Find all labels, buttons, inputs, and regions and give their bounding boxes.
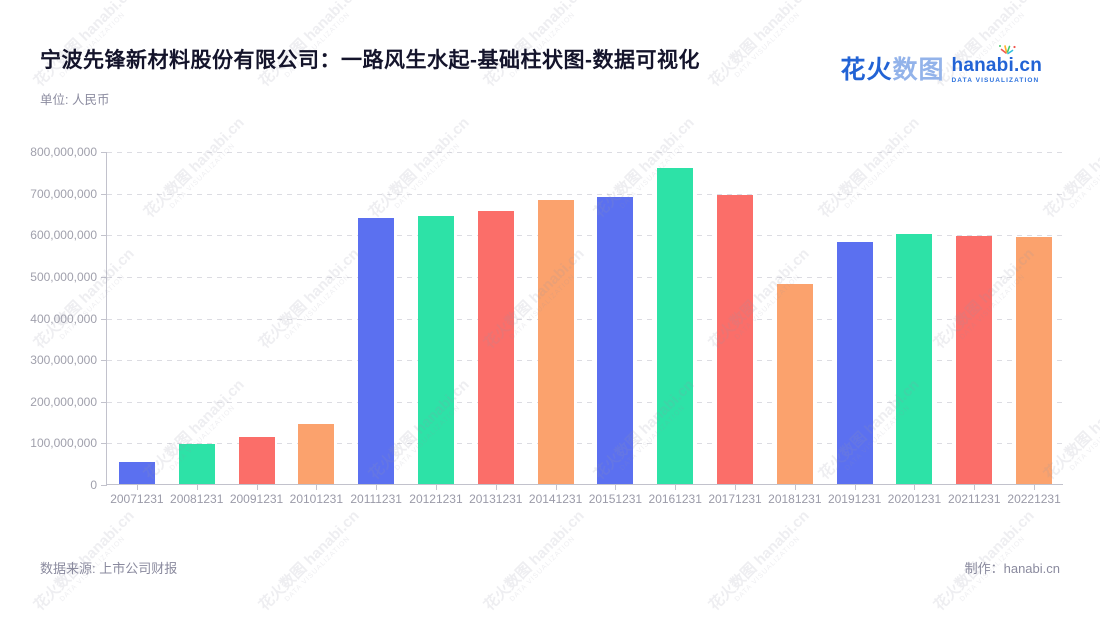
y-axis-label: 800,000,000 xyxy=(30,145,97,159)
x-axis-label: 20221231 xyxy=(1007,492,1061,506)
bar-20131231[interactable] xyxy=(477,211,514,484)
gridline xyxy=(107,360,1063,362)
bar-20171231[interactable] xyxy=(717,195,754,484)
logo-cn-strong: 花火 xyxy=(840,56,893,84)
x-axis-label: 20171231 xyxy=(708,492,762,506)
bar-20151231[interactable] xyxy=(597,197,634,484)
x-axis-tick xyxy=(435,484,437,490)
x-axis-tick xyxy=(794,484,796,490)
bar-20161231[interactable] xyxy=(657,168,694,484)
x-axis-label: 20191231 xyxy=(827,492,882,506)
y-axis-tick xyxy=(101,235,107,237)
x-axis-label: 20071231 xyxy=(110,492,164,506)
gridline xyxy=(107,401,1063,403)
gridline xyxy=(107,235,1063,237)
y-axis-label: 0 xyxy=(90,478,97,492)
x-axis-tick xyxy=(615,484,617,490)
bar-20091231[interactable] xyxy=(238,437,275,484)
x-axis-tick xyxy=(316,484,318,490)
y-axis-tick xyxy=(101,152,107,153)
x-axis-tick xyxy=(675,484,677,490)
bar-20081231[interactable] xyxy=(178,444,215,484)
y-axis-tick xyxy=(101,276,107,278)
x-axis-tick xyxy=(854,484,856,490)
hanabi-logo: 花火 数图 hanabi.cn DATA VISUALIZATION xyxy=(840,45,1042,86)
y-axis-label: 400,000,000 xyxy=(30,311,97,326)
gridline xyxy=(107,443,1063,445)
logo-cn-light: 数图 xyxy=(892,56,945,84)
logo-tagline: DATA VISUALIZATION xyxy=(951,77,1040,84)
x-axis-label: 20201231 xyxy=(887,492,942,506)
footer: 数据来源: 上市公司财报 制作：hanabi.cn xyxy=(40,558,1060,577)
x-axis-tick xyxy=(974,484,976,490)
x-axis-label: 20211231 xyxy=(948,492,1001,506)
y-axis-tick xyxy=(101,401,107,403)
x-axis-label: 20101231 xyxy=(289,492,344,506)
x-axis-tick xyxy=(735,484,737,490)
x-axis-tick xyxy=(136,484,138,490)
y-axis-label: 700,000,000 xyxy=(30,186,97,201)
x-axis-label: 20131231 xyxy=(469,492,523,506)
credit-label: 制作：hanabi.cn xyxy=(964,561,1060,576)
x-axis-tick xyxy=(256,484,258,490)
bar-20121231[interactable] xyxy=(417,216,454,484)
y-axis-label: 300,000,000 xyxy=(30,353,97,368)
y-axis-label: 600,000,000 xyxy=(30,228,97,243)
gridline xyxy=(107,318,1063,320)
bar-20181231[interactable] xyxy=(776,284,813,484)
x-axis-label: 20111231 xyxy=(350,492,402,506)
x-axis-label: 20081231 xyxy=(170,492,224,506)
bar-20141231[interactable] xyxy=(537,200,574,484)
y-axis-tick xyxy=(101,318,107,320)
bar-20191231[interactable] xyxy=(836,242,873,484)
y-axis-tick xyxy=(101,485,107,486)
plot-area: 0 100,000,000 200,000,000 300,000,000 400,00… xyxy=(30,145,1063,506)
bar-20211231[interactable] xyxy=(956,236,993,484)
bar-20111231[interactable] xyxy=(358,218,395,484)
x-axis-label: 20091231 xyxy=(229,492,284,506)
gridline xyxy=(107,193,1063,195)
y-axis-tick xyxy=(101,193,107,195)
logo-en-block: hanabi.cn DATA VISUALIZATION xyxy=(951,45,1042,84)
gridline xyxy=(107,152,1063,153)
bar-20201231[interactable] xyxy=(896,234,933,484)
gridline xyxy=(107,276,1063,278)
y-axis-tick xyxy=(101,443,107,445)
x-axis-tick xyxy=(914,484,916,490)
y-axis-label: 500,000,000 xyxy=(30,269,97,284)
x-axis-label: 20141231 xyxy=(528,492,583,506)
x-axis-label: 20181231 xyxy=(768,492,822,506)
data-source-label: 数据来源: 上市公司财报 xyxy=(40,561,178,576)
bar-20071231[interactable] xyxy=(118,462,155,484)
x-axis-label: 20151231 xyxy=(588,492,643,506)
x-axis-label: 20161231 xyxy=(648,492,702,506)
unit-label: 单位: 人民币 xyxy=(40,93,110,107)
x-axis-tick xyxy=(555,484,557,490)
x-axis-tick xyxy=(196,484,198,490)
firework-sparkle-icon xyxy=(998,45,1016,55)
bar-20101231[interactable] xyxy=(298,424,335,484)
x-axis-label: 20121231 xyxy=(409,492,463,506)
x-axis-tick xyxy=(495,484,497,490)
y-axis-label: 200,000,000 xyxy=(30,394,97,409)
x-axis-tick xyxy=(1034,484,1036,490)
page-title: 宁波先锋新材料股份有限公司：一路风生水起-基础柱状图-数据可视化 xyxy=(40,49,700,72)
y-axis-label: 100,000,000 xyxy=(30,436,97,451)
bar-20221231[interactable] xyxy=(1016,237,1053,484)
y-axis-tick xyxy=(101,360,107,362)
logo-domain: hanabi.cn xyxy=(951,55,1042,76)
x-axis-tick xyxy=(376,484,378,490)
